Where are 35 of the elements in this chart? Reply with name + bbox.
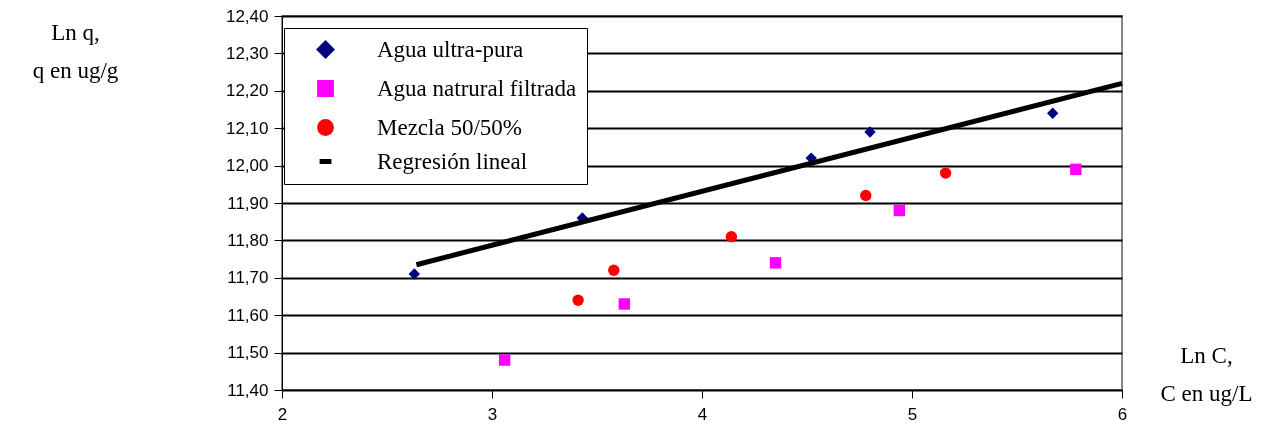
- point: [572, 294, 584, 306]
- y-tick-label: 12,00: [225, 156, 269, 176]
- legend-label: Mezcla 50/50%: [377, 114, 522, 140]
- point: [1047, 107, 1059, 119]
- legend-label: Agua natrural filtrada: [377, 75, 577, 101]
- y-tick-label: 12,10: [225, 118, 269, 138]
- y-axis-title: Ln q, q en ug/g: [32, 19, 119, 83]
- y-tick-label: 12,40: [225, 6, 269, 26]
- point: [725, 230, 738, 243]
- y-tick-label: 11,70: [227, 268, 269, 288]
- legend-label: Regresión lineal: [377, 148, 528, 174]
- point: [860, 189, 872, 202]
- x-tick-label: 3: [487, 404, 498, 424]
- x-tick-label: 5: [907, 404, 918, 424]
- y-tick-label: 12,30: [225, 43, 269, 63]
- point: [1070, 163, 1082, 176]
- y-tick-label: 11,90: [227, 193, 269, 213]
- point: [769, 257, 782, 269]
- y-tick-label: 11,50: [227, 343, 269, 363]
- point: [864, 126, 876, 138]
- point: [893, 204, 906, 217]
- y-tick-label: 12,20: [225, 81, 269, 101]
- point: [408, 268, 420, 280]
- point: [618, 298, 630, 310]
- x-axis-title: Ln C, C en ug/L: [1160, 342, 1253, 406]
- x-tick-label: 2: [277, 404, 288, 424]
- x-tick-label: 6: [1117, 404, 1128, 424]
- point: [608, 264, 620, 277]
- y-tick-label: 11,40: [227, 380, 269, 400]
- y-tick-label: 11,60: [227, 305, 269, 325]
- legend-label: Agua ultra-pura: [377, 36, 524, 62]
- point: [939, 167, 952, 179]
- y-tick-label: 11,80: [227, 230, 269, 250]
- x-tick-label: 4: [697, 404, 708, 424]
- point: [498, 354, 511, 366]
